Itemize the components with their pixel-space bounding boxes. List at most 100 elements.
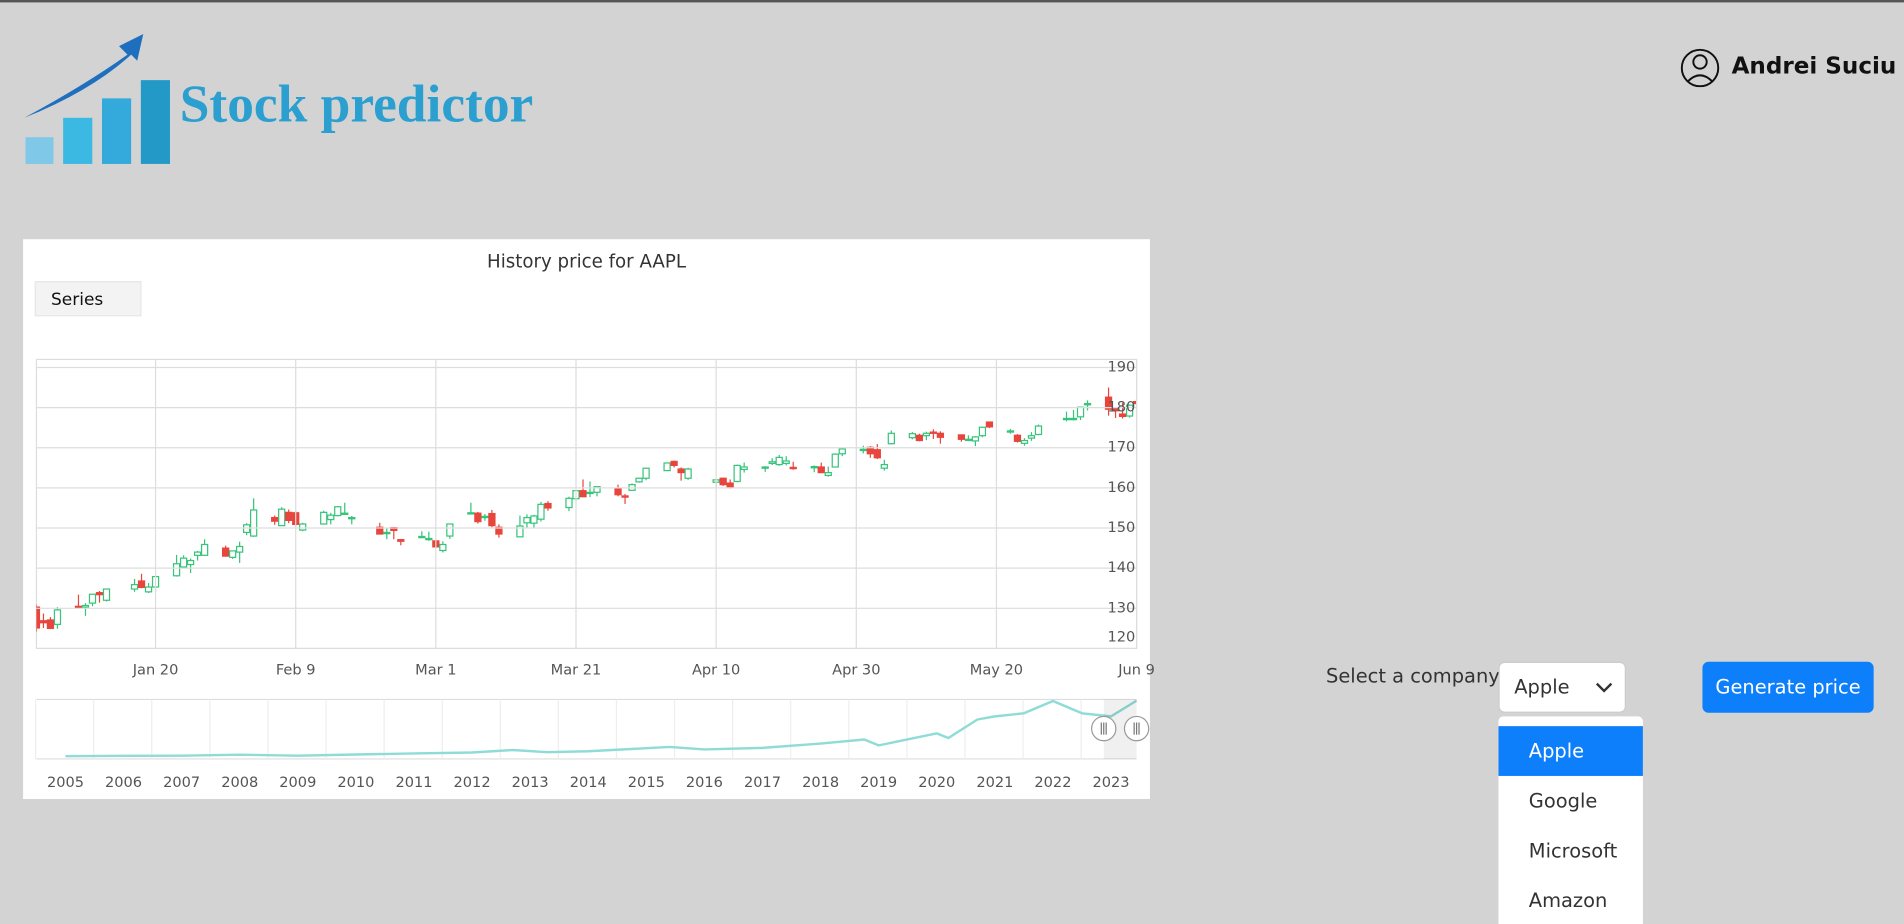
candle-body [397,539,405,542]
candle-body [88,593,97,604]
top-border [0,0,1904,3]
candle-body [488,512,496,527]
candle-body [670,460,678,467]
dropdown-option[interactable]: Microsoft [1528,839,1618,863]
candle-body [593,486,601,493]
candle-body [838,448,846,455]
series-button-bg[interactable] [34,281,142,317]
navigator-tick-label: 2009 [279,774,316,791]
logo-text: Stock predictor [180,74,534,134]
candle-body [810,465,818,469]
candle-body [782,460,790,465]
dropdown-option[interactable]: Amazon [1528,888,1608,912]
candle-body [684,468,692,479]
navigator-tick-label: 2021 [976,774,1013,791]
candle-body [467,512,475,515]
candle-body [1006,430,1015,433]
chevron[interactable] [1594,680,1613,695]
candle-body [348,516,356,520]
y-tick-label: 130 [1107,599,1135,616]
candle-body [95,592,104,596]
candle-body [221,547,230,557]
navigator-tick-label: 2020 [918,774,955,791]
candle-body [193,551,202,556]
candle-body [530,515,538,524]
x-tick-label: Apr 30 [832,661,880,678]
candle-body [985,421,994,428]
candle-body [1069,417,1078,421]
candle-body [495,526,503,535]
navigator-handle[interactable] [1123,715,1150,742]
y-tick-label: 190 [1107,358,1135,375]
candle-body [789,466,797,470]
candle-body [341,512,349,515]
y-tick-label: 120 [1107,629,1135,646]
navigator-tick-label: 2023 [1092,774,1129,791]
candle-body [172,563,181,577]
dropdown-option[interactable]: Google [1528,789,1598,813]
candle-body [481,515,489,519]
y-tick-label: 140 [1107,559,1135,576]
candle-body [327,514,335,521]
company-select[interactable]: Apple [1498,661,1626,713]
y-tick-label: 180 [1107,399,1135,416]
navigator-handle[interactable] [1090,715,1117,742]
x-tick-label: Mar 21 [551,661,602,678]
candle-body [978,426,987,437]
candle-body [726,482,734,489]
candle-body [439,543,447,552]
candle-body [544,502,552,509]
navigator-tick-label: 2019 [860,774,897,791]
navigator-tick-label: 2015 [628,774,665,791]
candle-body [102,588,111,601]
candle-body [621,495,629,498]
navigator-tick-label: 2016 [686,774,723,791]
x-tick-label: Feb 9 [276,661,316,678]
candle-body [46,619,55,629]
candle-body [537,503,545,520]
navigator-tick-label: 2022 [1034,774,1071,791]
candle-body [516,525,524,538]
selected-company[interactable]: Apple [1514,675,1570,699]
candle-body [383,531,391,535]
candle-body [235,545,244,553]
candle-body [137,580,146,589]
candle-body [831,453,839,468]
candle-body [1132,400,1137,405]
user-name[interactable]: Andrei Suciu [1732,53,1897,79]
candle-body [817,466,825,474]
candle-body [1020,439,1029,444]
candle-body [144,586,153,593]
candle-body [586,491,594,495]
candle-body [271,516,279,522]
y-tick-label: 170 [1107,439,1135,456]
y-tick-label: 160 [1107,479,1135,496]
candle-body [908,433,916,439]
candle-body [957,434,966,440]
candle-body [936,432,945,438]
user-icon[interactable] [1680,48,1720,88]
candle-body [887,432,895,445]
candle-body [719,477,727,486]
navigator-tick-label: 2017 [744,774,781,791]
candle-body [1027,435,1036,439]
candle-body [74,605,83,609]
navigator-line [65,699,1138,758]
candle-body [929,431,938,434]
candle-body [320,511,328,525]
dropdown-option[interactable]: Apple [1498,726,1643,776]
candle-body [1013,434,1022,442]
navigator-tick-label: 2018 [802,774,839,791]
candle-body [474,512,482,523]
logo-icon [24,34,171,164]
series-button[interactable]: Series [51,290,103,310]
x-tick-label: Jan 20 [132,661,179,678]
generate-button[interactable]: Generate price [1702,661,1874,713]
select-label: Select a company: [1326,664,1505,688]
candle-body [1034,425,1043,436]
navigator-tick-label: 2005 [47,774,84,791]
candle-body [523,516,531,524]
candle-body [775,456,783,466]
chart-title: History price for AAPL [487,251,687,272]
candle-body [663,462,671,472]
